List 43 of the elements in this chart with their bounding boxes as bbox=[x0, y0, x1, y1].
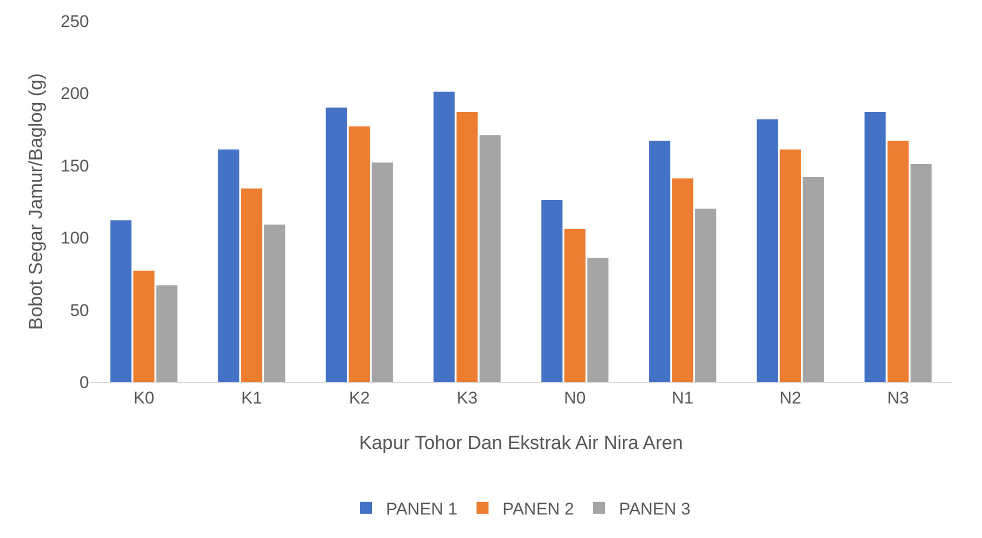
bar bbox=[541, 200, 562, 382]
x-tick-label: N0 bbox=[564, 388, 586, 408]
y-tick-label: 50 bbox=[70, 300, 89, 320]
legend-label: PANEN 2 bbox=[502, 499, 574, 518]
y-tick-label: 100 bbox=[60, 228, 89, 248]
bar bbox=[672, 178, 694, 382]
bar bbox=[564, 228, 586, 382]
x-tick-label: N3 bbox=[887, 388, 909, 408]
y-tick-label: 0 bbox=[80, 372, 89, 392]
bar bbox=[756, 119, 778, 382]
bar bbox=[264, 224, 286, 382]
bar bbox=[587, 258, 608, 382]
bar bbox=[695, 208, 716, 382]
y-tick-label: 200 bbox=[60, 84, 89, 104]
x-tick-label: K3 bbox=[456, 388, 478, 408]
x-axis-title: Kapur Tohor Dan Ekstrak Air Nira Aren bbox=[359, 433, 683, 454]
legend-label: PANEN 1 bbox=[386, 499, 458, 518]
bar bbox=[156, 285, 178, 382]
bar bbox=[241, 188, 262, 382]
bar bbox=[372, 162, 393, 382]
y-tick-label: 150 bbox=[60, 156, 89, 176]
legend-label: PANEN 3 bbox=[619, 499, 690, 518]
y-tick-label: 250 bbox=[60, 12, 89, 31]
bar bbox=[780, 150, 801, 382]
bar bbox=[218, 150, 240, 382]
bar bbox=[110, 220, 132, 382]
x-tick-label: K0 bbox=[133, 388, 154, 408]
bar bbox=[910, 164, 932, 382]
x-tick-label: K2 bbox=[348, 388, 370, 408]
bar bbox=[480, 135, 501, 382]
bar bbox=[133, 270, 154, 382]
x-tick-label: N2 bbox=[780, 388, 802, 408]
bar bbox=[456, 112, 478, 382]
bar bbox=[802, 176, 824, 382]
y-axis-title: Bobot Segar Jamur/Baglog (g) bbox=[26, 73, 47, 330]
x-tick-label: N1 bbox=[672, 388, 694, 408]
bar bbox=[649, 140, 670, 382]
bar bbox=[434, 92, 455, 382]
bar bbox=[326, 108, 347, 382]
bar bbox=[888, 140, 909, 382]
bar bbox=[348, 126, 370, 382]
bar bbox=[864, 112, 886, 382]
x-tick-label: K1 bbox=[241, 388, 262, 408]
